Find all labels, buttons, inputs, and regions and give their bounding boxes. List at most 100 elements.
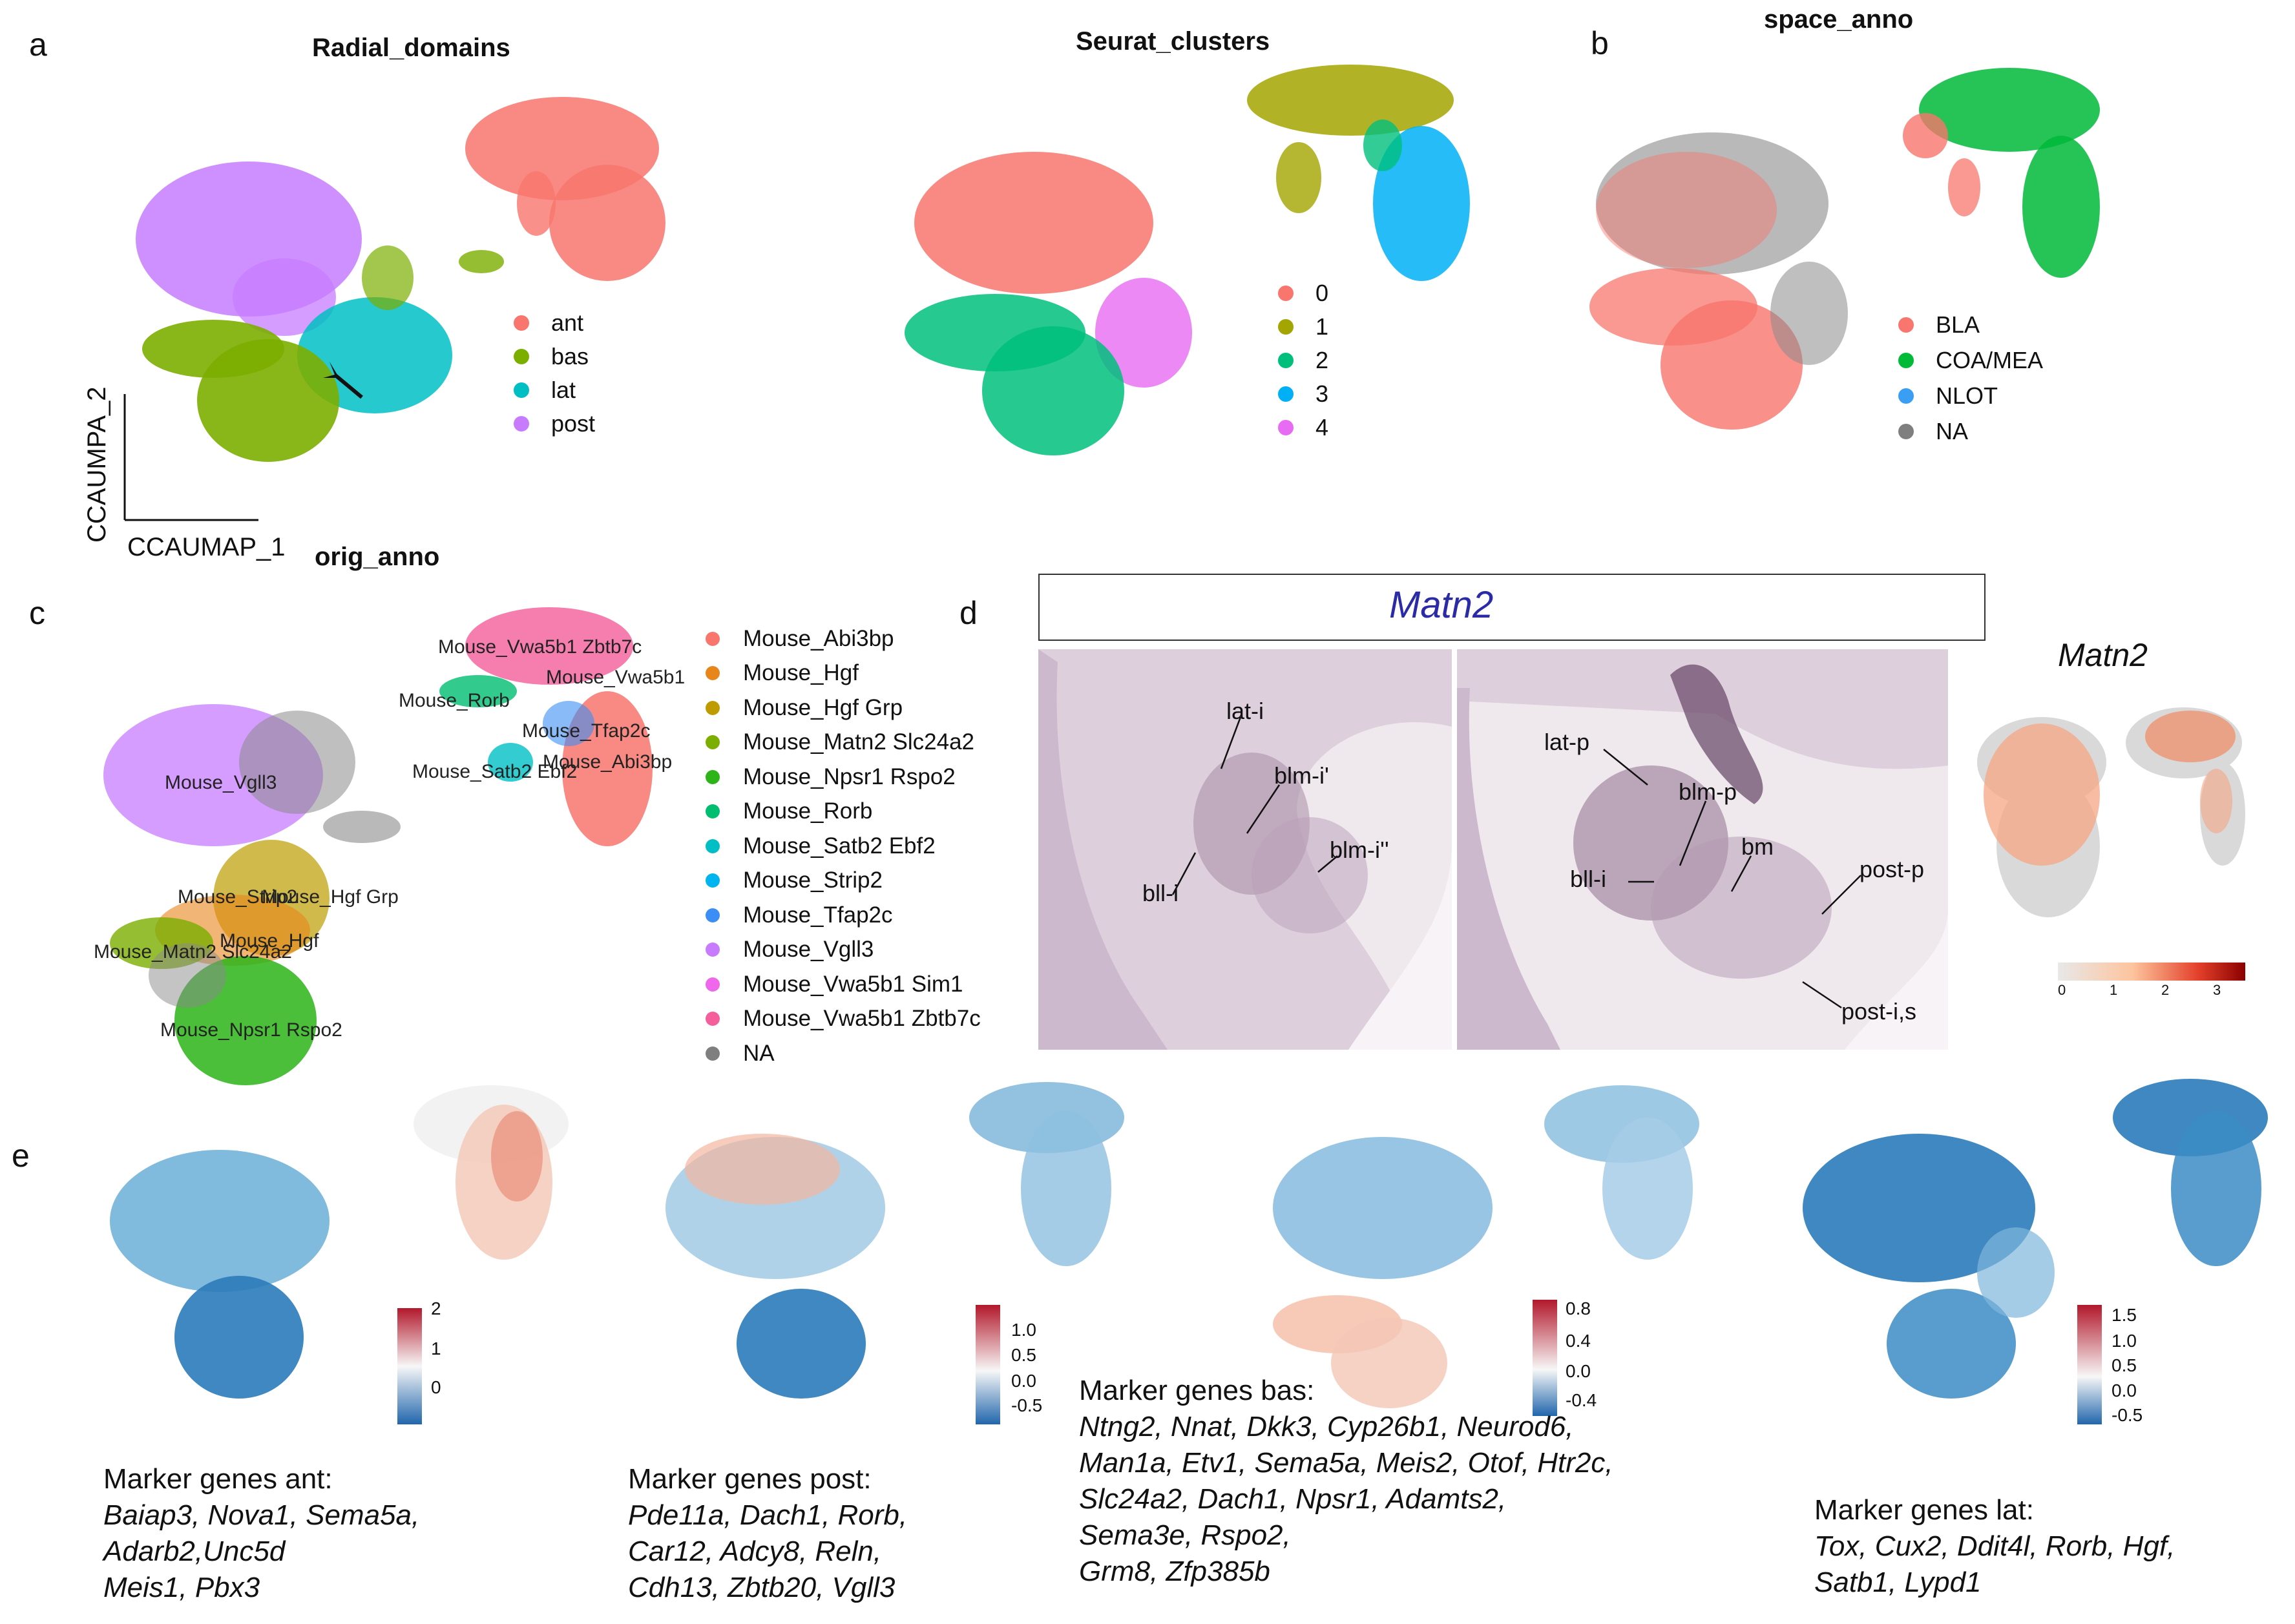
legend-dot: [1898, 388, 1914, 404]
legend-label: 0: [1315, 280, 1329, 306]
lat-colorbar-tick: 1.0: [2112, 1331, 2137, 1351]
post-colorbar-tick: 0.0: [1011, 1371, 1036, 1391]
marker-head: Marker genes ant:: [103, 1463, 333, 1495]
legend-dot: [706, 977, 720, 992]
legend-label: post: [551, 410, 596, 437]
legend-dot: [706, 666, 720, 681]
umap-orig-anno: [103, 704, 401, 1085]
legend-item: NLOT: [1898, 378, 2043, 413]
cluster-label: Mouse_Abi3bp: [543, 751, 673, 773]
matn2-title-box: [1038, 574, 1986, 641]
legend-item: Mouse_Hgf: [706, 656, 981, 691]
ish-label-bll-i-right: bll-i: [1570, 866, 1607, 892]
marker-genes-lat: Marker genes lat: Tox, Cux2, Ddit4l, Ror…: [1814, 1492, 2175, 1601]
legend-label: Mouse_Hgf: [743, 660, 859, 686]
legend-label: Mouse_Vwa5b1 Zbtb7c: [743, 1006, 981, 1032]
radial-domains-title: Radial_domains: [312, 34, 510, 62]
ant-colorbar: [397, 1308, 422, 1424]
marker-genes-bas: Marker genes bas: Ntng2, Nnat, Dkk3, Cyp…: [1079, 1373, 1613, 1590]
legend-label: 4: [1315, 414, 1329, 441]
cluster-label: Mouse_Npsr1 Rspo2: [160, 1019, 342, 1041]
legend-item: NA: [706, 1036, 981, 1071]
legend-orig-anno: Mouse_Abi3bp Mouse_Hgf Mouse_Hgf Grp Mou…: [706, 621, 981, 1071]
umap-seurat-clusters-small: [1247, 65, 1470, 281]
legend-label: 3: [1315, 380, 1329, 407]
matn2-colorbar-tick: 0: [2058, 982, 2066, 998]
bas-colorbar-tick: 0.0: [1566, 1361, 1591, 1381]
legend-item: post: [514, 407, 595, 441]
legend-label: Mouse_Npsr1 Rspo2: [743, 764, 956, 789]
legend-dot: [1898, 317, 1914, 333]
ish-label-bm: bm: [1741, 833, 1774, 860]
legend-dot: [514, 416, 529, 432]
legend-dot: [706, 838, 720, 853]
lat-colorbar-tick: 1.5: [2112, 1305, 2137, 1325]
matn2-colorbar-tick: 1: [2110, 982, 2118, 998]
ish-label-leaders: [1171, 716, 1861, 1009]
bas-colorbar-tick: 0.4: [1566, 1331, 1591, 1351]
marker-head: Marker genes lat:: [1814, 1494, 2034, 1526]
umap-radial-domains-small: [465, 97, 665, 281]
ish-section-right: [1457, 649, 1948, 1050]
legend-item: NA: [1898, 413, 2043, 449]
legend-dot: [706, 631, 720, 646]
legend-item: COA/MEA: [1898, 342, 2043, 378]
cluster-label: Mouse_Vwa5b1: [546, 667, 686, 688]
legend-item: Mouse_Vwa5b1 Sim1: [706, 967, 981, 1002]
legend-label: Mouse_Tfap2c: [743, 902, 893, 928]
marker-genes: Tox, Cux2, Ddit4l, Rorb, Hgf, Satb1, Lyp…: [1814, 1530, 2175, 1598]
legend-label: NA: [1936, 417, 1969, 444]
cluster-label: Mouse_Strip2: [178, 886, 298, 908]
ant-colorbar-tick: 0: [431, 1377, 441, 1397]
legend-item: 4: [1278, 411, 1328, 444]
panel-letter-a: a: [29, 26, 47, 63]
matn2-umap-title: Matn2: [2058, 637, 2148, 673]
ish-label-lat-p: lat-p: [1544, 729, 1590, 755]
matn2-colorbar: [2058, 963, 2245, 981]
orig-anno-title: orig_anno: [315, 543, 440, 571]
lat-colorbar-tick: -0.5: [2112, 1405, 2143, 1425]
ish-label-blm-p: blm-p: [1679, 778, 1737, 805]
legend-item: ant: [514, 306, 595, 340]
legend-label: Mouse_Rorb: [743, 798, 873, 824]
umap-space-anno-small: [1903, 68, 2100, 278]
cluster-label: Mouse_Vgll3: [165, 772, 277, 793]
legend-dot: [706, 735, 720, 750]
legend-dot: [1278, 286, 1294, 301]
panel-letter-c: c: [29, 595, 45, 631]
marker-genes: Ntng2, Nnat, Dkk3, Cyp26b1, Neurod6, Man…: [1079, 1411, 1613, 1587]
legend-dot: [706, 873, 720, 888]
legend-item: 1: [1278, 310, 1328, 344]
matn2-colorbar-tick: 2: [2161, 982, 2170, 998]
legend-item: Mouse_Npsr1 Rspo2: [706, 760, 981, 795]
legend-dot: [1898, 423, 1914, 439]
legend-dot: [514, 315, 529, 331]
legend-item: Mouse_Abi3bp: [706, 621, 981, 656]
legend-dot: [706, 769, 720, 784]
panel-letter-d: d: [959, 595, 978, 631]
legend-dot: [706, 804, 720, 819]
ish-label-bll-i-left: bll-i: [1142, 880, 1179, 906]
bas-colorbar-tick: -0.4: [1566, 1390, 1597, 1410]
cluster-label: Mouse_Vwa5b1 Zbtb7c: [438, 636, 642, 658]
ish-label-blm-i2: blm-i'': [1330, 837, 1389, 863]
matn2-ish-title: Matn2: [1389, 584, 1494, 626]
legend-dot: [706, 942, 720, 957]
cluster-label: Mouse_Satb2 Ebf2: [412, 761, 578, 782]
y-axis-label: CCAUMPA_2: [83, 386, 111, 543]
legend-dot: [1278, 420, 1294, 435]
legend-dot: [706, 908, 720, 922]
matn2-colorbar-tick: 3: [2213, 982, 2221, 998]
ish-label-post-is: post-i,s: [1841, 998, 1917, 1025]
lat-colorbar-tick: 0.0: [2112, 1380, 2137, 1400]
umap-radial-domains: [136, 161, 504, 462]
cluster-label: Mouse_Hgf: [220, 930, 319, 952]
space-anno-title: space_anno: [1764, 5, 1914, 34]
umap-matn2-expression: [1977, 707, 2245, 917]
cluster-label: Mouse_Matn2 Slc24a2: [94, 941, 292, 963]
ish-label-lat-i: lat-i: [1226, 698, 1264, 724]
umap-score-lat: [1803, 1079, 2268, 1399]
legend-item: Mouse_Hgf Grp: [706, 691, 981, 725]
legend-label: COA/MEA: [1936, 346, 2044, 373]
legend-label: NLOT: [1936, 382, 1998, 409]
